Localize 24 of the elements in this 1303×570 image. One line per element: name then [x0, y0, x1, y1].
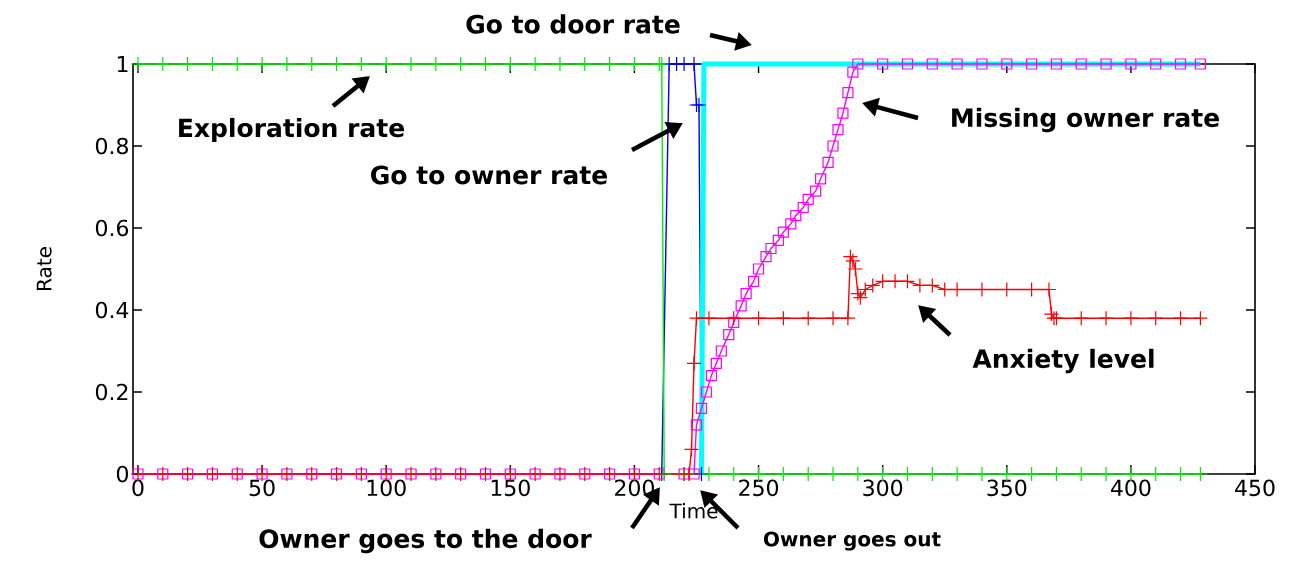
y-tick-label: 1 — [117, 55, 128, 73]
x-tick-label: 100 — [367, 479, 406, 497]
x-tick-label: 400 — [1110, 479, 1151, 497]
annotation: Missing owner rate — [952, 107, 1219, 133]
x-tick-label: 450 — [1235, 479, 1275, 497]
x-axis-title: Time — [669, 503, 718, 519]
x-tick-label: 150 — [491, 479, 530, 497]
text: Owner goes to the door — [259, 528, 592, 554]
y-axis-title: Rate — [36, 247, 52, 290]
annotation: Anxiety level — [972, 348, 1154, 374]
x-tick-label: 350 — [987, 479, 1027, 497]
y-tick-label: 0 — [116, 465, 128, 483]
x-tick-label: 250 — [739, 479, 779, 497]
x-tick-label: 50 — [249, 479, 275, 497]
text: Owner goes out — [763, 531, 941, 551]
text: Go to door rate — [466, 14, 680, 34]
annotation: Go to owner rate — [371, 165, 607, 185]
x-tick-label: 300 — [863, 479, 903, 497]
annotation: Exploration rate — [179, 117, 404, 143]
y-tick-label: 0.6 — [95, 219, 129, 237]
y-tick-label: 0.2 — [95, 383, 128, 401]
x-tick-label: 0 — [132, 479, 144, 497]
y-tick-label: 0.8 — [95, 137, 128, 155]
y-tick-label: 0.4 — [95, 301, 129, 319]
